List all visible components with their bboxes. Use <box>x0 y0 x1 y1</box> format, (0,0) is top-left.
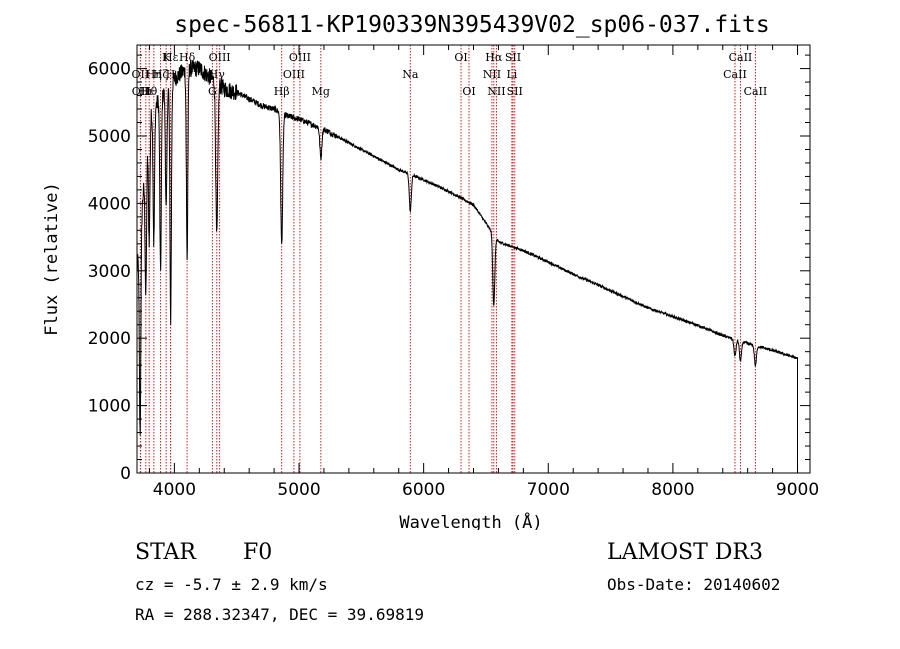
y-axis-label: Flux (relative) <box>42 182 62 336</box>
spectral-line-label: OIII <box>289 51 311 64</box>
spectral-line-label: Hθ <box>141 85 158 98</box>
redshift-text: cz = -5.7 ± 2.9 km/s <box>135 575 328 594</box>
x-axis-label: Wavelength (Å) <box>399 511 542 530</box>
spectral-line-label: Hα <box>485 51 503 64</box>
spectral-line-label: Hδ <box>179 51 196 64</box>
y-tick-label: 3000 <box>88 262 131 282</box>
x-tick-label: 7000 <box>527 480 570 500</box>
x-tick-label: 8000 <box>651 480 694 500</box>
object-class: STAR <box>135 540 196 565</box>
spectral-line-label: CaII <box>729 51 753 64</box>
spectral-line-label: Na <box>402 68 419 81</box>
spectral-line-label: Hζ <box>153 68 169 81</box>
spectral-line-label: Hβ <box>274 85 290 98</box>
spectral-line-label: NII <box>483 68 501 81</box>
spectral-line-label: Hε <box>163 51 179 64</box>
y-tick-label: 0 <box>120 464 131 484</box>
spectral-line-label: OI <box>454 51 467 64</box>
chart-title: spec-56811-KP190339N395439V02_sp06-037.f… <box>174 12 769 38</box>
spectral-line-label: OII <box>132 85 150 98</box>
axis-ticks: 4000 5000 6000 7000 8000 9000 0 1000 2000 3000 400… <box>88 45 819 500</box>
spectral-line-label: K <box>162 51 171 64</box>
spectral-line-markers <box>139 45 756 473</box>
spectral-line-label: H <box>166 68 176 81</box>
spectral-line-label: SII <box>507 85 523 98</box>
spectral-line-label: Hι <box>139 85 153 98</box>
spectrum-trace <box>136 59 798 473</box>
spectral-line-label: Hη <box>146 68 162 81</box>
x-tick-label: 4000 <box>153 480 196 500</box>
y-tick-label: 1000 <box>88 397 131 417</box>
y-tick-label: 5000 <box>88 127 131 147</box>
spectral-line-label: OIII <box>283 68 305 81</box>
spectrum-chart: spec-56811-KP190339N395439V02_sp06-037.f… <box>42 12 819 530</box>
spectral-line-label: OII <box>132 68 150 81</box>
coordinates-text: RA = 288.32347, DEC = 39.69819 <box>135 605 424 624</box>
x-tick-label: 5000 <box>277 480 320 500</box>
y-tick-label: 6000 <box>88 60 131 80</box>
spectral-line-label: OI <box>462 85 475 98</box>
survey-name: LAMOST DR3 <box>607 540 763 565</box>
plot-frame <box>136 44 811 474</box>
spectral-line-label: OIII <box>209 51 231 64</box>
spectral-line-label: CaII <box>744 85 768 98</box>
y-tick-label: 4000 <box>88 194 131 214</box>
spectral-line-label: Li <box>506 68 517 81</box>
x-tick-label: 6000 <box>402 480 445 500</box>
spectral-line-label: CaII <box>723 68 747 81</box>
object-subclass: F0 <box>243 540 273 565</box>
y-tick-label: 2000 <box>88 329 131 349</box>
obs-date: Obs-Date: 20140602 <box>607 575 781 594</box>
spectral-line-label: NII <box>487 85 505 98</box>
spectral-line-label: Mg <box>312 85 330 98</box>
spectral-line-label: SII <box>505 51 521 64</box>
spectral-line-label: G <box>208 85 217 98</box>
x-tick-label: 9000 <box>776 480 819 500</box>
